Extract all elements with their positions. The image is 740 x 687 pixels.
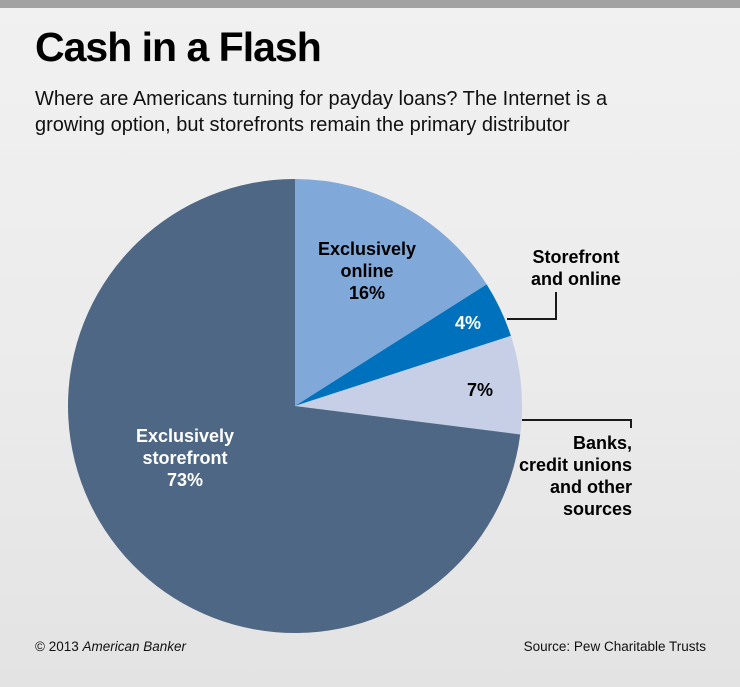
chart-subtitle-line-1: Where are Americans turning for payday l…	[35, 88, 608, 110]
label-exclusively-storefront: Exclusively storefront 73%	[110, 425, 260, 491]
chart-subtitle: Where are Americans turning for payday l…	[35, 86, 725, 138]
label-banks-line-1: Banks,	[572, 433, 632, 453]
label-banks: Banks, credit unions and other sources	[472, 432, 632, 520]
label-banks-line-3: and other	[549, 477, 632, 497]
label-storefront-and-online: Storefront and online	[501, 246, 651, 290]
source-credit: Source: Pew Charitable Trusts	[523, 639, 706, 654]
label-exclusively-storefront-line-2: storefront	[142, 448, 228, 468]
pie-slice-1	[295, 284, 511, 406]
label-exclusively-online-line-1: Exclusively	[317, 239, 417, 259]
pie-slice-2	[295, 335, 523, 435]
label-storefront-and-online-line-2: and online	[531, 269, 621, 289]
label-storefront-and-online-line-1: Storefront	[532, 247, 620, 267]
pie-slice-0	[295, 179, 487, 406]
chart-subtitle-line-2: growing option, but storefronts remain t…	[35, 114, 570, 136]
leader-line-banks	[522, 419, 632, 428]
label-exclusively-online-line-2: online	[340, 261, 394, 281]
pie-slices-group	[67, 178, 523, 634]
leader-line-storefront-and-online	[507, 292, 557, 320]
label-exclusively-storefront-pct: 73%	[166, 470, 204, 490]
copyright-prefix: © 2013	[35, 639, 83, 654]
label-banks-pct: 7%	[466, 380, 493, 400]
pie-slice-3	[67, 178, 521, 634]
copyright-brand: American Banker	[82, 639, 187, 654]
copyright: © 2013 American Banker	[35, 639, 186, 654]
label-exclusively-storefront-line-1: Exclusively	[135, 426, 235, 446]
label-exclusively-online-pct: 16%	[348, 283, 386, 303]
label-banks-line-2: credit unions	[518, 455, 632, 475]
label-storefront-and-online-pct: 4%	[454, 313, 481, 333]
top-border	[0, 0, 740, 8]
label-exclusively-online: Exclusively online 16%	[292, 238, 442, 304]
chart-title: Cash in a Flash	[35, 24, 322, 70]
label-banks-line-4: sources	[562, 499, 632, 519]
